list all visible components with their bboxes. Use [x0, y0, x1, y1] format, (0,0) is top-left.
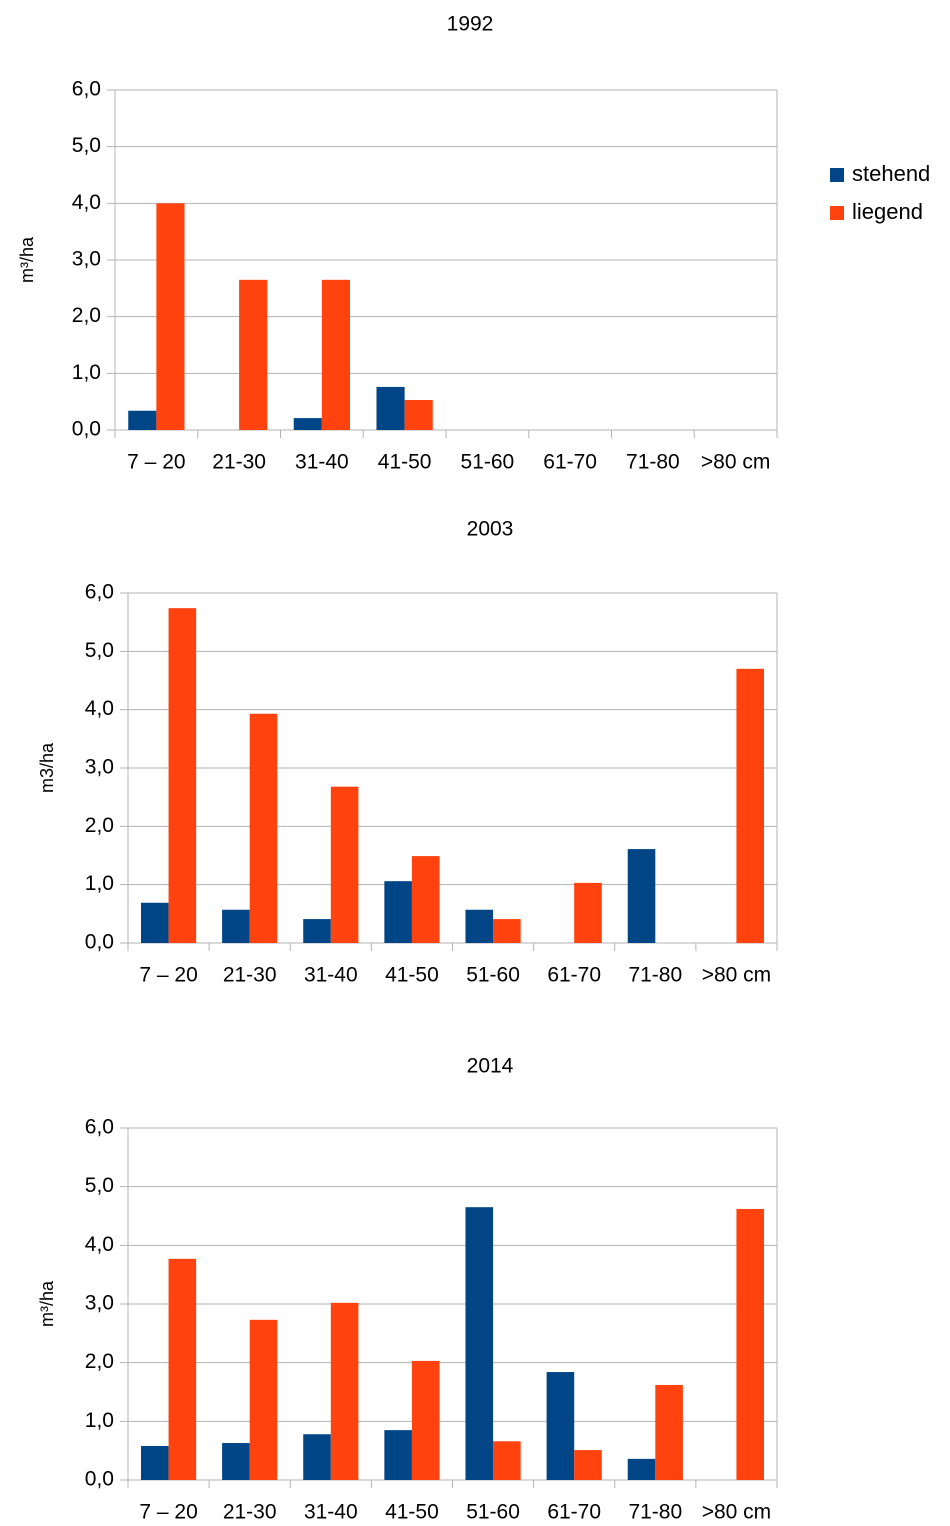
- x-tick-label: 41-50: [385, 1501, 439, 1524]
- bar: [303, 1434, 331, 1480]
- bar: [128, 410, 157, 430]
- bar: [627, 1458, 656, 1480]
- bar: [140, 1445, 169, 1480]
- x-tick-label: 21-30: [223, 964, 277, 987]
- y-tick-label: 3,0: [72, 248, 101, 271]
- y-tick-label: 0,0: [72, 418, 101, 441]
- y-axis-label: m³/ha: [37, 1280, 57, 1327]
- y-tick-label: 4,0: [85, 1233, 114, 1256]
- x-tick-label: 61-70: [547, 1501, 601, 1524]
- bar: [411, 856, 440, 943]
- y-tick-label: 0,0: [85, 1468, 114, 1491]
- x-tick-label: 31-40: [295, 451, 349, 474]
- y-tick-label: 5,0: [72, 134, 101, 157]
- y-tick-label: 2,0: [72, 304, 101, 327]
- y-tick-label: 1,0: [85, 872, 114, 895]
- bar: [376, 386, 405, 430]
- y-tick-label: 3,0: [85, 1292, 114, 1315]
- y-tick-label: 6,0: [72, 78, 101, 101]
- y-axis-label: m3/ha: [37, 742, 57, 793]
- chart-title: 2014: [467, 1055, 514, 1078]
- bar: [168, 608, 197, 943]
- x-tick-label: >80 cm: [701, 451, 770, 474]
- bar: [736, 668, 765, 943]
- x-tick-label: 61-70: [543, 451, 597, 474]
- y-tick-label: 5,0: [85, 1174, 114, 1197]
- x-tick-label: 7 – 20: [139, 964, 197, 987]
- chart-title: 2003: [467, 518, 514, 541]
- y-tick-label: 0,0: [85, 931, 114, 954]
- bar: [411, 1360, 440, 1480]
- y-tick-label: 1,0: [85, 1409, 114, 1432]
- x-tick-label: 51-60: [461, 451, 515, 474]
- bar: [655, 1384, 683, 1480]
- y-tick-label: 6,0: [85, 1116, 114, 1139]
- legend-swatch: [830, 206, 844, 220]
- bar: [140, 902, 169, 943]
- x-tick-label: 21-30: [212, 451, 266, 474]
- y-tick-label: 2,0: [85, 1350, 114, 1373]
- x-tick-label: 71-80: [626, 451, 680, 474]
- bar: [222, 909, 250, 943]
- bar: [293, 418, 322, 430]
- bar: [249, 1319, 278, 1480]
- legend-label: stehend: [852, 161, 930, 186]
- x-tick-label: 41-50: [385, 964, 439, 987]
- x-tick-label: 21-30: [223, 1501, 277, 1524]
- x-tick-label: 31-40: [304, 1501, 358, 1524]
- y-tick-label: 4,0: [72, 191, 101, 214]
- x-tick-label: >80 cm: [702, 964, 771, 987]
- bar: [168, 1258, 197, 1480]
- x-tick-label: 71-80: [628, 1501, 682, 1524]
- bar: [465, 1207, 494, 1480]
- y-tick-label: 3,0: [85, 756, 114, 779]
- bar: [156, 203, 185, 430]
- x-tick-label: 7 – 20: [127, 451, 185, 474]
- bar: [384, 1430, 412, 1480]
- bar: [493, 1441, 521, 1480]
- y-tick-label: 2,0: [85, 814, 114, 837]
- bar: [239, 279, 268, 430]
- x-tick-label: 31-40: [304, 964, 358, 987]
- bar: [249, 713, 278, 943]
- x-tick-label: 51-60: [466, 1501, 520, 1524]
- y-tick-label: 4,0: [85, 697, 114, 720]
- x-tick-label: 7 – 20: [139, 1501, 197, 1524]
- x-tick-label: 51-60: [466, 964, 520, 987]
- y-axis-label: m³/ha: [17, 236, 37, 283]
- legend-label: liegend: [852, 199, 923, 224]
- bar: [222, 1443, 250, 1480]
- bar: [736, 1208, 765, 1480]
- bar: [384, 881, 412, 943]
- bar: [493, 919, 521, 943]
- x-tick-label: 41-50: [378, 451, 432, 474]
- bar: [546, 1372, 575, 1480]
- bar: [330, 1302, 359, 1480]
- legend-swatch: [830, 168, 844, 182]
- x-tick-label: 71-80: [628, 964, 682, 987]
- y-tick-label: 1,0: [72, 361, 101, 384]
- y-tick-label: 6,0: [85, 581, 114, 604]
- bar: [404, 399, 433, 430]
- bar: [303, 919, 331, 943]
- x-tick-label: 61-70: [547, 964, 601, 987]
- bar: [321, 279, 351, 430]
- chart-title: 1992: [447, 13, 494, 36]
- y-tick-label: 5,0: [85, 639, 114, 662]
- bar: [627, 849, 656, 943]
- x-tick-label: >80 cm: [702, 1501, 771, 1524]
- bar: [574, 1450, 602, 1480]
- bar: [465, 909, 494, 943]
- bar: [330, 786, 359, 943]
- bar: [574, 882, 602, 943]
